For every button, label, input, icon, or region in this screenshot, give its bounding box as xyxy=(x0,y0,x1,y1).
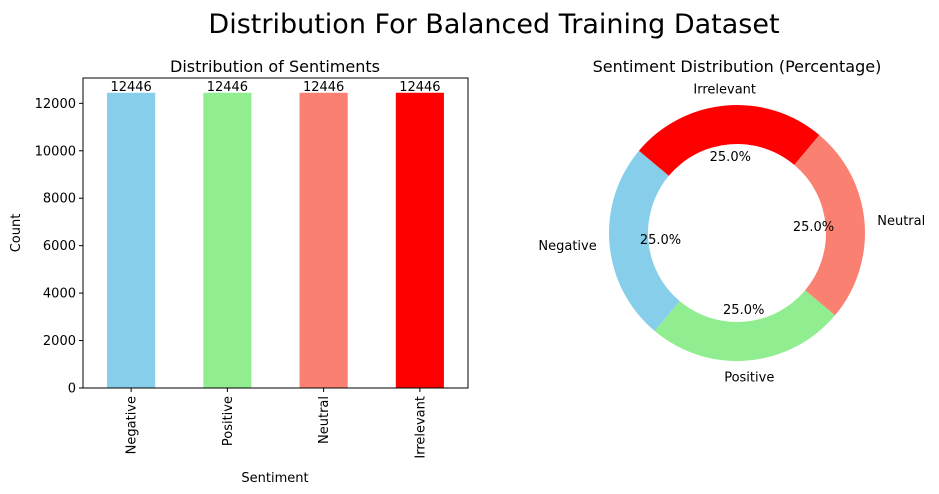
x-tick-label: Irrelevant xyxy=(413,396,428,459)
y-tick-label: 12000 xyxy=(35,97,76,112)
donut-percent-label: 25.0% xyxy=(723,303,764,318)
bar-chart-xlabel: Sentiment xyxy=(241,471,308,486)
bar-data-label: 12446 xyxy=(303,80,344,95)
bar-data-label: 12446 xyxy=(399,80,440,95)
x-tick-label: Negative xyxy=(125,396,140,454)
donut-category-label: Irrelevant xyxy=(693,82,756,97)
donut-category-label: Neutral xyxy=(877,214,925,229)
bar-data-label: 12446 xyxy=(110,80,151,95)
donut-percent-label: 25.0% xyxy=(640,233,681,248)
donut-chart-title: Sentiment Distribution (Percentage) xyxy=(593,57,882,76)
bar-neutral xyxy=(299,92,348,388)
donut-chart: Sentiment Distribution (Percentage) Nega… xyxy=(538,57,925,386)
bar-chart: Distribution of Sentiments 0 2000 4000 6000… xyxy=(9,57,469,486)
bar-negative xyxy=(107,92,156,388)
y-tick-label: 4000 xyxy=(43,287,76,302)
y-tick-label: 8000 xyxy=(43,192,76,207)
bar-irrelevant xyxy=(395,92,444,388)
bar-positive xyxy=(203,92,252,388)
bar-plot-area: 0 2000 4000 6000 8000 10000 12000 12446 Negative… xyxy=(35,80,444,459)
x-tick-label: Positive xyxy=(221,396,236,446)
bar-data-label: 12446 xyxy=(207,80,248,95)
bar-chart-frame xyxy=(82,77,469,389)
bar-chart-title: Distribution of Sentiments xyxy=(170,57,380,76)
figure-suptitle: Distribution For Balanced Training Datas… xyxy=(208,9,779,40)
y-tick-label: 6000 xyxy=(43,239,76,254)
donut-percent-label: 25.0% xyxy=(793,220,834,235)
donut-category-label: Negative xyxy=(538,239,596,254)
y-tick-label: 10000 xyxy=(35,144,76,159)
y-tick-label: 0 xyxy=(68,382,76,397)
bar-chart-ylabel: Count xyxy=(9,214,24,253)
y-tick-label: 2000 xyxy=(43,334,76,349)
donut-category-label: Positive xyxy=(724,371,774,386)
donut-percent-label: 25.0% xyxy=(710,150,751,165)
donut-slice-negative xyxy=(609,150,680,332)
donut-plot-area: Negative 25.0% Positive 25.0% Neutral 25.0% Ir… xyxy=(538,82,925,385)
x-tick-label: Neutral xyxy=(317,396,332,444)
donut-slice-neutral xyxy=(794,134,866,316)
donut-slice-positive xyxy=(654,290,836,361)
donut-slice-irrelevant xyxy=(638,104,820,176)
